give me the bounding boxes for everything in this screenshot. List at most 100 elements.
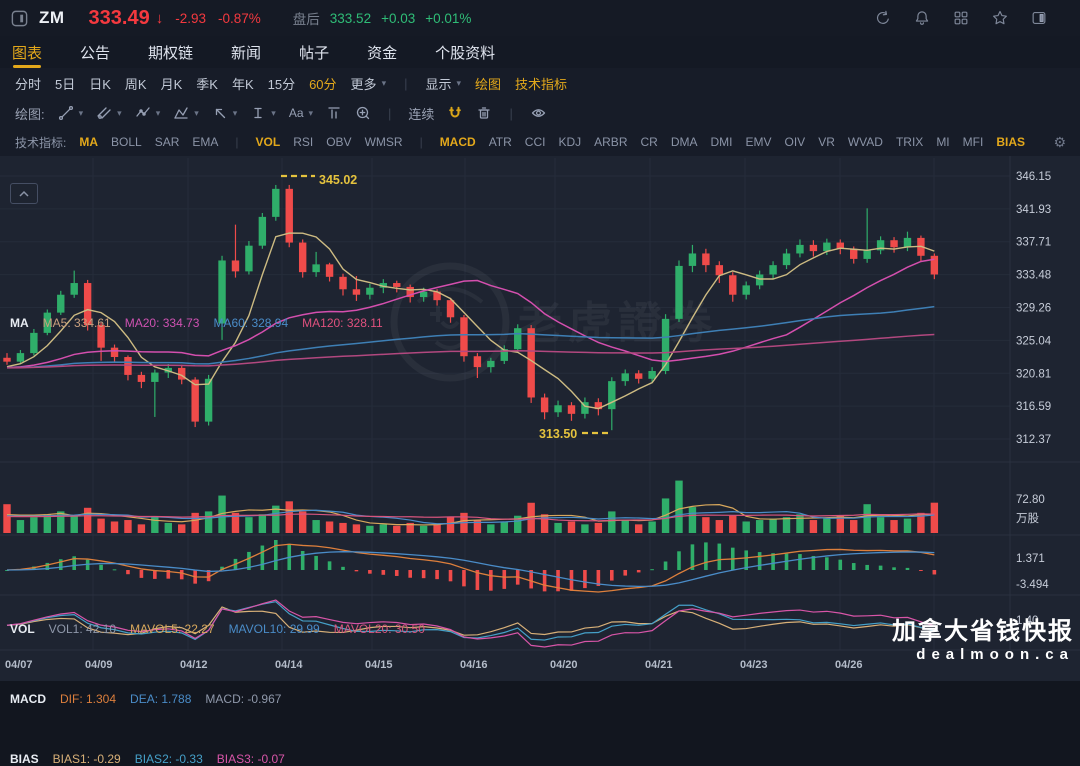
indicator-item-wmsr[interactable]: WMSR (364, 135, 403, 149)
wave-tool[interactable]: ▾ (135, 105, 161, 121)
trend-line-tool[interactable]: ▾ (58, 105, 84, 121)
period-item[interactable]: 周K (124, 76, 147, 92)
indicator-item-mfi[interactable]: MFI (962, 135, 984, 149)
chevron-down-icon: ▾ (381, 77, 387, 88)
indicator-item-ma[interactable]: MA (79, 135, 99, 149)
collapse-panel-button[interactable] (10, 183, 38, 204)
indicator-item-macd[interactable]: MACD (439, 135, 476, 149)
session-label: 盘后 (292, 12, 320, 27)
indicator-item-boll[interactable]: BOLL (111, 135, 142, 149)
indicator-item-sar[interactable]: SAR (154, 135, 180, 149)
legend-indicator-name: MACD (10, 692, 46, 706)
indicator-item-ema[interactable]: EMA (192, 135, 219, 149)
period-item[interactable]: 60分 (309, 76, 337, 92)
indicator-item-arbr[interactable]: ARBR (594, 135, 628, 149)
svg-text:-3.494: -3.494 (1016, 579, 1049, 591)
legend-indicator-name: BIAS (10, 752, 39, 766)
text-cursor-tool[interactable]: ▾ (250, 105, 276, 121)
tab-item[interactable]: 个股资料 (435, 44, 496, 62)
bell-icon[interactable] (913, 9, 931, 27)
eye-icon (530, 105, 547, 121)
divider: | (419, 135, 423, 149)
indicator-item-emv[interactable]: EMV (745, 135, 772, 149)
indicator-item-cr[interactable]: CR (640, 135, 658, 149)
svg-text:04/21: 04/21 (645, 659, 673, 671)
divider: | (404, 75, 408, 91)
tab-active[interactable]: 图表 (10, 36, 44, 68)
stats-tool[interactable] (326, 105, 342, 121)
channel-tool[interactable]: ▾ (96, 105, 122, 121)
chevron-down-icon: ▾ (155, 107, 161, 118)
indicator-item-bias[interactable]: BIAS (996, 135, 1025, 149)
indicator-item-dma[interactable]: DMA (670, 135, 698, 149)
trash-icon (476, 105, 492, 121)
indicator-bar: 技术指标: MA BOLL SAR EMA | VOL RSI OBV WMSR | MACD ATR… (0, 128, 1080, 157)
indicator-bar-label: 技术指标: (15, 135, 67, 150)
panel-layout-icon[interactable] (1030, 9, 1048, 27)
indicator-item-atr[interactable]: ATR (488, 135, 512, 149)
visibility-toggle[interactable] (530, 105, 547, 121)
legend-item: BIAS2: -0.33 (134, 752, 203, 766)
font-tool[interactable]: Aa ▾ (289, 106, 313, 120)
divider: | (235, 135, 239, 149)
star-favorite-icon[interactable] (991, 9, 1009, 27)
period-item[interactable]: 日K (89, 76, 111, 92)
svg-text:老虎證券: 老虎證券 (518, 299, 718, 348)
continuous-draw-toggle[interactable]: 连续 (408, 106, 435, 122)
more-periods-button[interactable]: 更多 ▾ (350, 76, 387, 92)
trend-line-icon (58, 105, 74, 121)
delete-drawings-button[interactable] (476, 105, 492, 121)
svg-text:万股: 万股 (1016, 512, 1039, 525)
indicator-item-kdj[interactable]: KDJ (558, 135, 582, 149)
apps-grid-icon[interactable] (952, 9, 970, 27)
svg-text:329.26: 329.26 (1016, 302, 1051, 314)
indicator-item-trix[interactable]: TRIX (895, 135, 924, 149)
divider: | (509, 105, 513, 121)
svg-text:04/20: 04/20 (550, 659, 578, 671)
chevron-down-icon: ▾ (78, 107, 84, 118)
draw-mode-button[interactable]: 绘图 (475, 76, 502, 92)
svg-text:325.04: 325.04 (1016, 335, 1052, 347)
indicator-item-obv[interactable]: OBV (326, 135, 352, 149)
period-item[interactable]: 月K (160, 76, 183, 92)
pattern-icon (173, 105, 189, 121)
tab-item[interactable]: 公告 (80, 44, 111, 62)
indicator-item-vr[interactable]: VR (818, 135, 835, 149)
tab-item[interactable]: 期权链 (148, 44, 194, 62)
settings-gear-icon[interactable]: ⚙ (1053, 133, 1066, 150)
svg-text:04/07: 04/07 (5, 659, 33, 671)
period-item[interactable]: 季K (196, 76, 218, 92)
chevron-down-icon: ▾ (117, 107, 122, 118)
indicator-list: MA BOLL SAR EMA | VOL RSI OBV WMSR | MACD ATR CCI KDJ… (79, 135, 1025, 149)
display-options-button[interactable]: 显示 ▾ (425, 76, 462, 92)
stock-logo-icon (10, 9, 29, 28)
indicator-item-rsi[interactable]: RSI (293, 135, 314, 149)
tab-item[interactable]: 新闻 (231, 44, 262, 62)
magnet-toggle[interactable] (447, 105, 463, 121)
arrow-tool[interactable]: ▾ (212, 105, 237, 121)
price-chart-canvas[interactable]: 346.15 341.93 337.71 333.48 329.26 325.04 320.… (0, 156, 1080, 681)
refresh-icon[interactable] (874, 9, 892, 27)
period-item[interactable]: 5日 (55, 76, 76, 92)
period-item[interactable]: 15分 (267, 76, 296, 92)
dealmoon-watermark: 加拿大省钱快报 dealmoon.ca (892, 618, 1074, 663)
chevron-down-icon: ▾ (456, 77, 462, 88)
period-item[interactable]: 分时 (15, 76, 42, 92)
indicator-item-wvad[interactable]: WVAD (847, 135, 883, 149)
tech-indicator-button[interactable]: 技术指标 (515, 76, 568, 92)
drawing-toolbar: 绘图: ▾ ▾ ▾ ▾ ▾ ▾ Aa ▾ | 连续 | (0, 98, 1080, 129)
zoom-in-tool[interactable] (355, 105, 371, 121)
indicator-item-mi[interactable]: MI (936, 135, 950, 149)
indicator-item-cci[interactable]: CCI (524, 135, 546, 149)
tab-item[interactable]: 资金 (367, 44, 398, 62)
svg-text:04/16: 04/16 (460, 659, 488, 671)
tab-item[interactable]: 帖子 (299, 44, 330, 62)
indicator-item-dmi[interactable]: DMI (710, 135, 733, 149)
pattern-tool[interactable]: ▾ (173, 105, 199, 121)
wave-icon (135, 105, 151, 121)
period-bar: 分时 5日 日K 周K 月K 季K 年K 15分 60分 更多 ▾ | 显示 ▾ 绘图 技术指标 (0, 68, 1080, 99)
indicator-item-vol[interactable]: VOL (255, 135, 281, 149)
svg-text:341.93: 341.93 (1016, 204, 1051, 216)
indicator-item-oiv[interactable]: OIV (784, 135, 806, 149)
period-item[interactable]: 年K (231, 76, 254, 92)
